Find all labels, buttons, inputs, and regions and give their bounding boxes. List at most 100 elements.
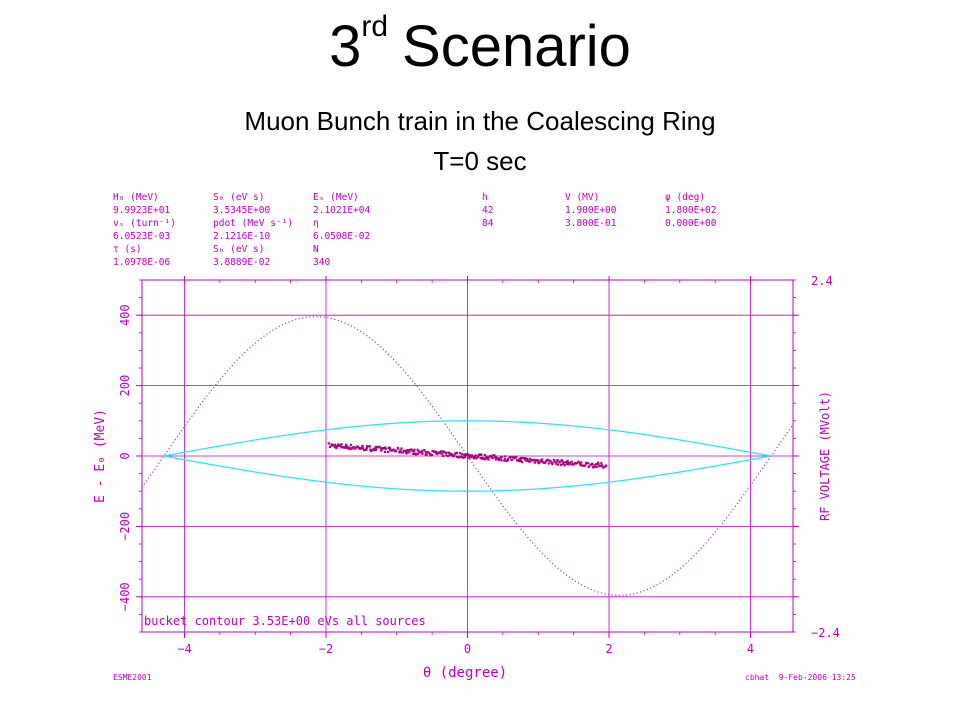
particle-point xyxy=(532,458,536,461)
particle-point xyxy=(333,443,337,446)
particle-point xyxy=(499,456,502,459)
param-cell: 3.8889E-02 xyxy=(213,257,271,268)
particle-point xyxy=(520,456,523,460)
particle-point xyxy=(560,459,563,462)
param-cell: 9.9923E+01 xyxy=(113,205,171,216)
particle-point xyxy=(460,456,463,459)
slide-title: 3rd Scenario xyxy=(0,12,960,76)
particle-point xyxy=(427,451,431,454)
particle-point xyxy=(500,459,503,462)
particle-point xyxy=(372,447,375,450)
param-cell: 0.000E+00 xyxy=(665,218,717,229)
x-axis-label: θ (degree) xyxy=(423,665,507,681)
particle-point xyxy=(501,455,504,458)
param-cell: 340 xyxy=(313,257,331,268)
param-cell: h xyxy=(482,192,488,203)
particle-point xyxy=(533,461,537,464)
particle-point xyxy=(444,451,447,454)
param-cell: H₀ (MeV) xyxy=(113,192,159,203)
particle-point xyxy=(547,462,550,465)
param-cell: S₀ (eV s) xyxy=(213,192,265,203)
y2-axis-label: RF VOLTAGE (MVolt) xyxy=(818,391,832,521)
particle-point xyxy=(400,447,403,450)
particle-point xyxy=(369,448,372,451)
particle-point xyxy=(362,449,366,452)
particle-point xyxy=(524,458,527,461)
x-tick-label: 0 xyxy=(464,642,471,656)
particle-point xyxy=(455,451,459,454)
particle-point xyxy=(359,447,363,450)
particle-point xyxy=(348,446,351,449)
particle-point xyxy=(371,448,374,452)
y-tick-label: 200 xyxy=(118,375,132,397)
particle-point xyxy=(515,455,518,459)
x-tick-label: −4 xyxy=(177,642,191,656)
particle-point xyxy=(383,450,386,453)
particle-point xyxy=(591,466,594,469)
particle-point xyxy=(347,447,350,450)
particle-distribution xyxy=(327,442,608,469)
particle-point xyxy=(474,454,477,457)
particle-point xyxy=(593,464,596,467)
particle-point xyxy=(405,452,408,455)
particle-point xyxy=(473,455,476,458)
particle-point xyxy=(562,463,565,466)
particle-point xyxy=(584,461,588,464)
particle-point xyxy=(549,460,552,463)
particle-point xyxy=(407,451,410,454)
param-cell: 1.800E+02 xyxy=(665,205,717,216)
y-tick-label: 0 xyxy=(118,452,132,459)
particle-point xyxy=(445,451,448,454)
axis-ticks xyxy=(136,276,799,638)
particle-point xyxy=(599,464,602,467)
param-cell: 1.0978E-06 xyxy=(113,257,171,268)
particle-point xyxy=(431,449,434,453)
particle-point xyxy=(551,463,554,466)
particle-point xyxy=(477,455,480,458)
particle-point xyxy=(503,459,506,462)
particle-point xyxy=(412,452,415,456)
particle-point xyxy=(497,459,501,462)
bucket-contour-lower xyxy=(163,455,772,492)
particle-point xyxy=(595,465,598,468)
particle-point xyxy=(392,448,395,451)
particle-point xyxy=(440,452,443,455)
author-timestamp: cbhat 9-Feb-2006 13:25 xyxy=(745,673,856,682)
particle-point xyxy=(340,443,343,446)
particle-point xyxy=(362,447,365,450)
particle-point xyxy=(556,458,559,462)
particle-point xyxy=(412,450,415,453)
particle-point xyxy=(423,449,426,452)
particle-point xyxy=(467,456,470,459)
param-cell: 2.1021E+04 xyxy=(313,205,371,216)
particle-point xyxy=(425,453,428,456)
particle-point xyxy=(471,454,474,457)
particle-point xyxy=(430,453,434,457)
param-cell: τ (s) xyxy=(113,244,142,255)
particle-point xyxy=(445,454,448,457)
particle-point xyxy=(542,461,545,464)
particle-point xyxy=(480,457,483,460)
particle-point xyxy=(413,448,416,451)
title-superscript: rd xyxy=(361,10,389,43)
particle-point xyxy=(408,450,411,453)
param-cell: pdot (MeV s⁻¹) xyxy=(213,218,294,229)
param-cell: 3.800E-01 xyxy=(565,218,617,229)
particle-point xyxy=(365,446,368,449)
particle-point xyxy=(553,460,556,464)
particle-point xyxy=(536,458,539,462)
particle-point xyxy=(463,456,467,459)
particle-point xyxy=(460,453,464,456)
particle-point xyxy=(342,446,346,449)
particle-point xyxy=(335,447,338,450)
particle-point xyxy=(567,461,570,464)
particle-point xyxy=(394,450,397,453)
particle-point xyxy=(493,454,496,457)
particle-point xyxy=(496,457,500,460)
particle-point xyxy=(485,455,488,458)
particle-point xyxy=(352,445,355,449)
particle-point xyxy=(464,453,467,456)
particle-point xyxy=(593,465,596,469)
particle-point xyxy=(517,459,520,463)
particle-point xyxy=(510,458,513,462)
